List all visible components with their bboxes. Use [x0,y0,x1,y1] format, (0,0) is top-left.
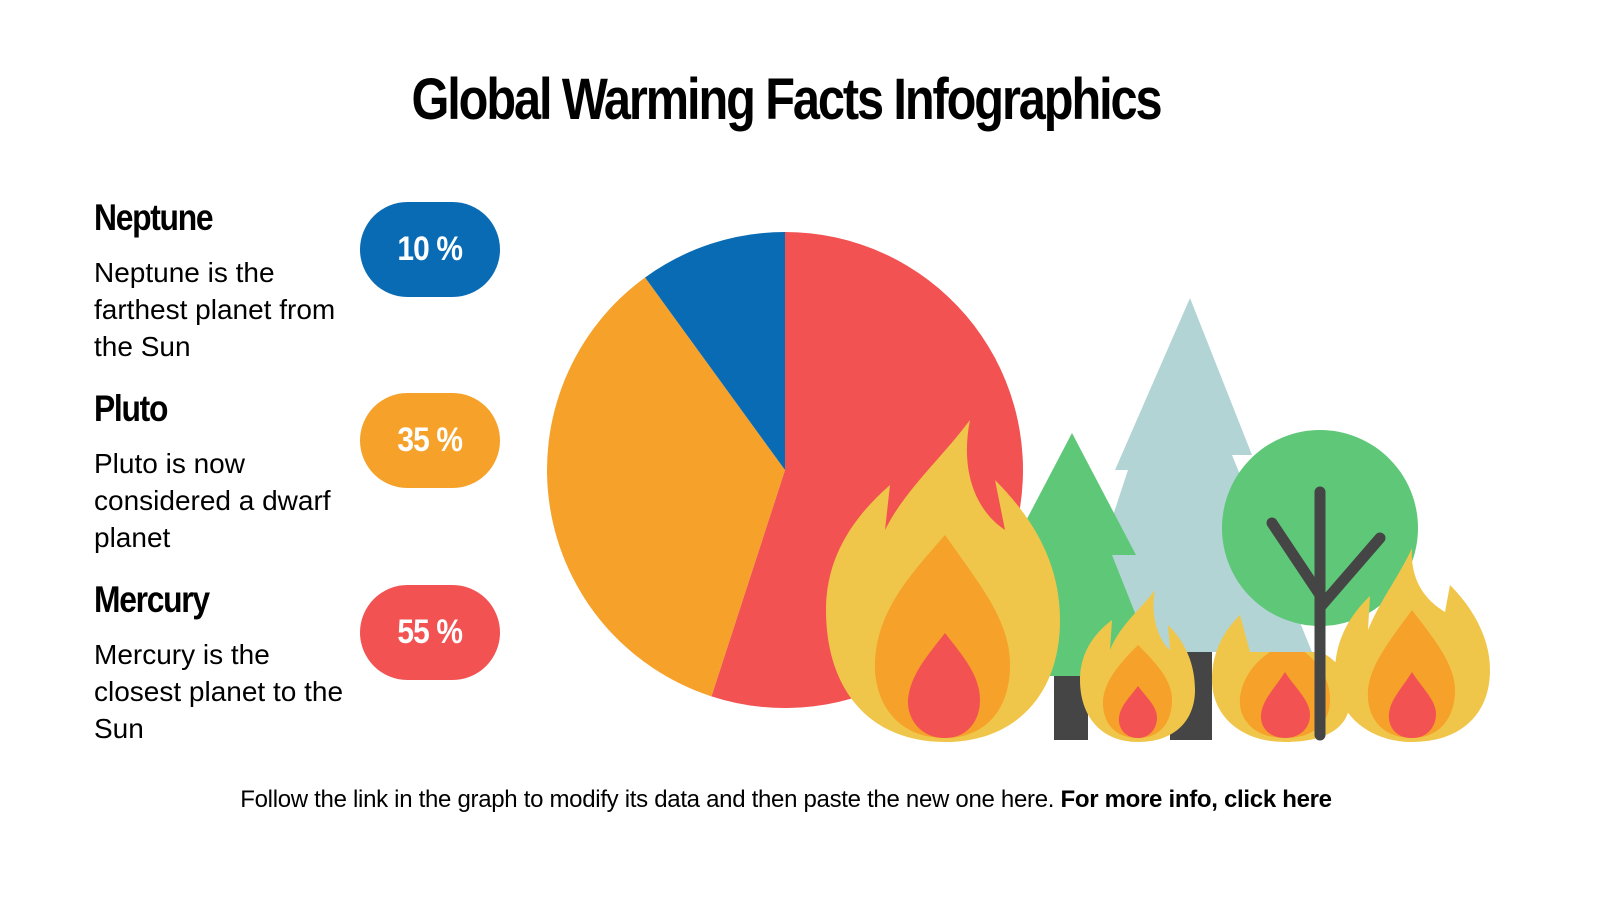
percent-label: 10 % [397,230,464,268]
item-name: Mercury [94,579,210,620]
item-description: Pluto is now considered a dwarf planet [94,448,331,553]
percent-label: 55 % [397,613,464,651]
fire-icon [826,420,1060,742]
fire-icon [1335,548,1490,742]
percent-label: 35 % [397,421,464,459]
tree-trunk-icon [1266,486,1386,741]
percent-badge-neptune: 10 % [360,202,500,297]
page-title: Global Warming Facts Infographics [411,67,1162,132]
item-name: Neptune [94,197,214,238]
percent-badge-pluto: 35 % [360,393,500,488]
legend-item-mercury: Mercury Mercury is the closest planet to… [94,578,354,747]
legend-item-neptune: Neptune Neptune is the farthest planet f… [94,196,354,365]
more-info-link[interactable]: For more info, click here [1060,786,1332,813]
legend-item-pluto: Pluto Pluto is now considered a dwarf pl… [94,387,354,556]
forest-fire-illustration [826,298,1490,742]
pie-slices [547,232,1023,708]
percent-badge-mercury: 55 % [360,585,500,680]
item-name: Pluto [94,388,168,429]
item-description: Neptune is the farthest planet from the … [94,257,336,362]
footer-note: Follow the link in the graph to modify i… [0,786,1572,814]
footer-text: Follow the link in the graph to modify i… [240,786,1055,813]
pie-slice-neptune [645,232,785,470]
item-description: Mercury is the closest planet to the Sun [94,639,344,744]
pie-slice-pluto [547,277,785,697]
fire-icon [1080,590,1195,742]
